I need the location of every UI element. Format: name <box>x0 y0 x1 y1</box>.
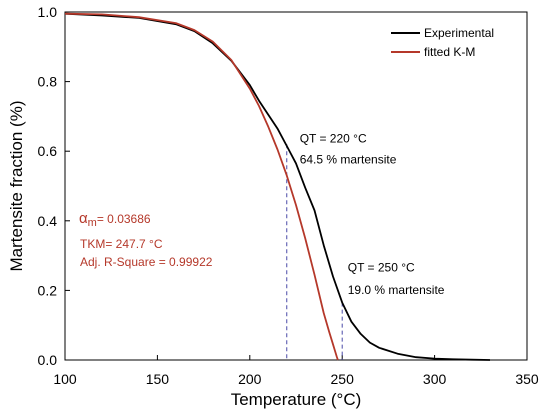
alpha-subscript: m <box>88 217 97 229</box>
legend-label-fitted: fitted K-M <box>424 45 475 59</box>
x-axis-ticks: 100 150 200 250 300 350 <box>53 355 539 387</box>
annotations: QT = 220 °C 64.5 % martensite QT = 250 °C 1… <box>300 132 445 297</box>
alpha-symbol: α <box>79 210 88 227</box>
alpha-value: = 0.03686 <box>97 212 151 226</box>
x-tick-label: 200 <box>238 371 262 387</box>
x-tick-label: 350 <box>515 371 539 387</box>
y-axis-title: Martensite fraction (%) <box>7 101 26 272</box>
legend-label-experimental: Experimental <box>424 26 494 40</box>
x-axis-title: Temperature (°C) <box>231 390 362 409</box>
series-experimental-line <box>64 12 491 361</box>
y-tick-label: 1.0 <box>38 4 58 20</box>
annotation-qt250_line1: QT = 250 °C <box>348 260 415 274</box>
fit-parameters: αm= 0.03686 TKM= 247.7 °C Adj. R-Square … <box>79 210 213 269</box>
y-tick-label: 0.6 <box>38 143 58 159</box>
legend: Experimental fitted K-M <box>391 26 494 59</box>
annotation-qt250_line2: 19.0 % martensite <box>348 283 445 297</box>
adj-r-square-text: Adj. R-Square = 0.99922 <box>80 255 213 269</box>
annotation-qt220_line2: 64.5 % martensite <box>300 152 397 166</box>
x-tick-label: 150 <box>146 371 170 387</box>
y-tick-label: 0.4 <box>38 213 58 229</box>
alpha-m-text: αm= 0.03686 <box>79 210 151 229</box>
plot-frame <box>64 11 528 361</box>
series-fitted-km-line <box>64 12 339 361</box>
series-lines <box>64 12 491 361</box>
annotation-qt220_line1: QT = 220 °C <box>300 132 367 146</box>
reference-lines <box>286 144 343 360</box>
tkm-text: TKM= 247.7 °C <box>80 237 163 251</box>
x-tick-label: 300 <box>423 371 447 387</box>
y-tick-label: 0.0 <box>38 352 58 368</box>
y-axis-ticks: 0.0 0.2 0.4 0.6 0.8 1.0 <box>38 4 70 368</box>
x-tick-label: 250 <box>331 371 355 387</box>
y-tick-label: 0.8 <box>38 74 58 90</box>
x-tick-label: 100 <box>53 371 77 387</box>
y-tick-label: 0.2 <box>38 282 58 298</box>
